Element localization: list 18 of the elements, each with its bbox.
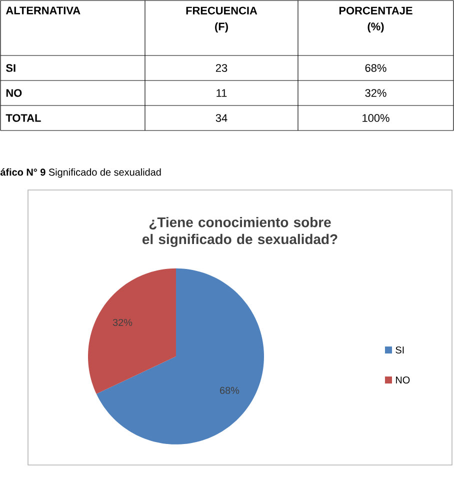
text: 68% xyxy=(365,64,386,72)
text: ALTERNATIVA xyxy=(6,6,80,14)
text: NO xyxy=(6,89,22,97)
text: 32% xyxy=(365,89,386,97)
text: PORCENTAJE (%) xyxy=(339,6,412,33)
data-label: 68% xyxy=(220,386,240,394)
data-label: 32% xyxy=(112,318,132,326)
text: áfico N° 9 Significado de sexualidad xyxy=(0,168,161,178)
text: 100% xyxy=(362,114,390,122)
chart-title: ¿Tiene conocimiento sobre el significado de sexualidad? xyxy=(142,216,338,247)
text: TOTAL xyxy=(6,114,41,122)
text: FRECUENCIA (F) xyxy=(186,6,258,33)
text: 23 xyxy=(216,64,228,72)
text: 11 xyxy=(216,89,227,97)
text: SI xyxy=(6,64,16,72)
text: 34 xyxy=(216,114,228,122)
legend-label: NO xyxy=(396,376,410,384)
legend-label: SI xyxy=(396,346,404,354)
